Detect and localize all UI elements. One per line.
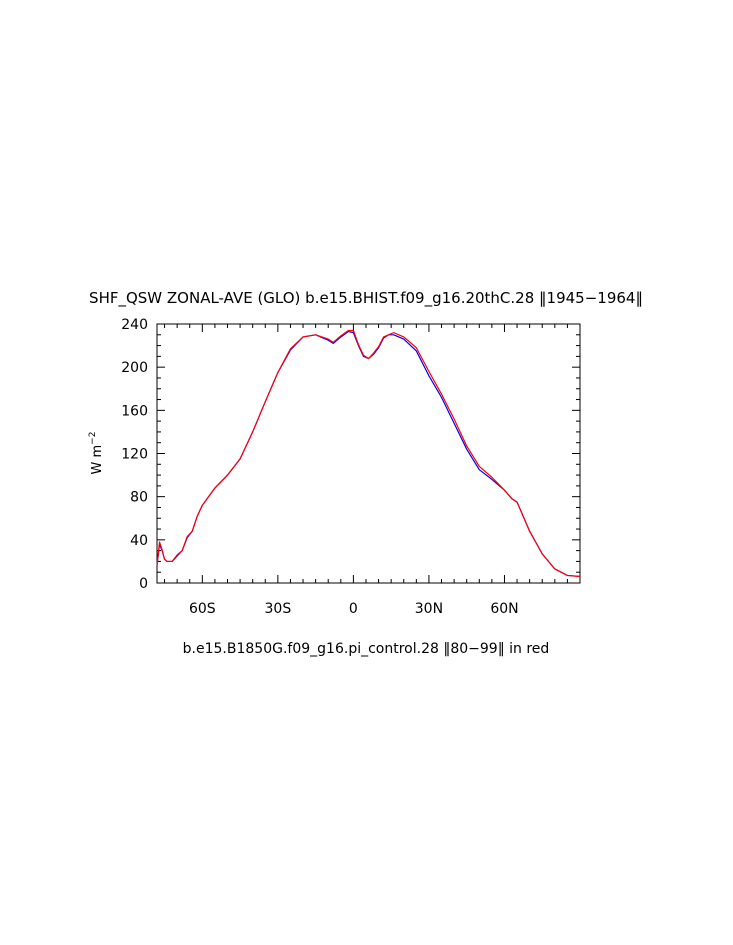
y-tick-label: 0: [139, 576, 148, 592]
y-tick-label: 40: [130, 533, 148, 549]
control-run-annotation: b.e15.B1850G.f09_g16.pi_control.28 ‖80−9…: [183, 641, 550, 657]
chart-title: SHF_QSW ZONAL-AVE (GLO) b.e15.BHIST.f09_…: [89, 289, 643, 308]
y-axis-label-base: W m: [90, 445, 105, 475]
y-tick-label: 240: [121, 317, 148, 333]
x-tick-label: 30N: [415, 601, 443, 617]
y-axis-label: W m−2: [88, 432, 105, 475]
series-group: [156, 329, 581, 578]
plot-frame: [156, 323, 581, 584]
x-tick-label: 60N: [490, 601, 518, 617]
y-tick-label: 80: [130, 490, 148, 506]
x-tick-label: 0: [349, 601, 358, 617]
axis-tick-labels: 60S 30S 0 30N 60N 0 40 80 120 160 200 240: [121, 317, 518, 617]
x-tick-label: 60S: [189, 601, 216, 617]
y-tick-label: 200: [121, 360, 148, 376]
y-tick-label: 160: [121, 403, 148, 419]
series-line-blue: [156, 330, 581, 578]
y-tick-label: 120: [121, 447, 148, 463]
x-tick-label: 30S: [265, 601, 292, 617]
axis-ticks: [157, 323, 580, 584]
series-line-red: [156, 329, 581, 578]
y-axis-label-exponent: −2: [88, 432, 98, 445]
